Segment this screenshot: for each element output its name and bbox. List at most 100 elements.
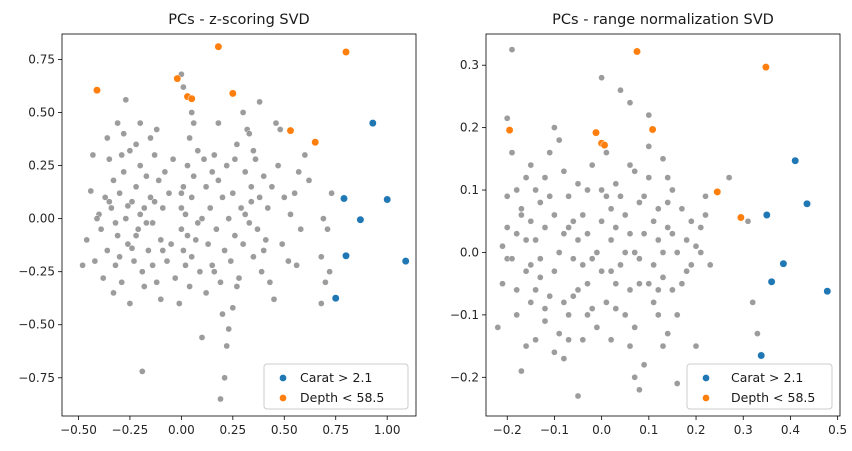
right-background-point: [612, 180, 620, 188]
left-background-point: [124, 240, 132, 248]
right-background-point: [631, 324, 639, 331]
right-point-depth: [505, 126, 514, 135]
left-background-point: [231, 232, 239, 239]
left-background-point: [105, 155, 113, 163]
right-background-point: [513, 311, 521, 319]
left-background-point: [132, 183, 140, 191]
left-background-point: [153, 126, 161, 133]
right-background-point: [607, 267, 615, 275]
left-background-point: [101, 194, 109, 201]
right-background-point: [494, 324, 502, 331]
right-scatter-panel: −0.2 −0.1 0.0 0.1 0.2 0.3 0.4 0.5 −0.2 −0.1 0.0 0.…: [450, 12, 847, 437]
right-background-point: [626, 161, 634, 169]
right-background-point: [617, 192, 624, 200]
left-background-point: [171, 274, 179, 282]
right-background-point: [569, 255, 577, 263]
left-background-point: [182, 211, 189, 218]
left-background-point: [210, 151, 218, 159]
right-background-point: [607, 205, 615, 213]
right-background-point: [598, 74, 605, 82]
right-x-tick-label: 0.0: [592, 423, 611, 437]
right-background-point: [683, 267, 690, 275]
right-background-point: [555, 249, 563, 256]
right-point-carat: [757, 351, 766, 360]
left-background-point: [322, 278, 329, 286]
left-point-carat: [340, 194, 348, 203]
left-x-tick-label: −0.25: [112, 423, 149, 437]
right-legend-marker-depth: [702, 394, 710, 402]
right-x-tick-label: 0.1: [639, 423, 658, 437]
right-legend: Carat > 2.1 Depth < 58.5: [686, 363, 833, 410]
left-scatter-panel: −0.50 −0.25 0.00 0.25 0.50 0.75 1.00 −0.75 −0.5…: [18, 12, 417, 437]
left-legend-label-carat: Carat > 2.1: [300, 370, 372, 385]
right-background-point: [687, 261, 695, 269]
left-point-depth: [93, 86, 101, 95]
left-background-point: [136, 211, 144, 218]
right-background-point: [626, 342, 634, 350]
left-x-tick-label: 0.50: [271, 423, 298, 437]
left-background-point: [250, 253, 257, 261]
left-y-tick-label: −0.25: [18, 265, 55, 279]
right-background-point: [551, 124, 558, 131]
left-background-point: [250, 147, 257, 155]
right-background-point: [687, 217, 695, 225]
right-background-point: [598, 186, 605, 194]
right-background-point: [664, 330, 672, 337]
right-background-point: [532, 336, 539, 344]
left-background-point: [217, 278, 224, 286]
right-background-point: [683, 236, 690, 244]
right-highlight-series: [505, 47, 832, 360]
right-background-point: [522, 267, 530, 275]
left-background-point: [317, 300, 325, 307]
left-legend-box: [263, 363, 409, 410]
left-background-point: [221, 374, 228, 382]
left-background-point: [120, 168, 128, 176]
left-point-carat: [342, 251, 350, 260]
left-chart-title: PCs - z-scoring SVD: [168, 12, 309, 28]
left-background-point: [178, 204, 185, 212]
right-point-depth: [648, 125, 657, 134]
left-background-point: [184, 232, 191, 239]
right-background-point: [640, 192, 648, 200]
right-background-point: [588, 161, 596, 169]
left-background-point: [114, 232, 121, 239]
right-background-point: [659, 155, 667, 163]
left-background-point: [136, 162, 144, 169]
right-background-point: [612, 305, 620, 312]
right-background-point: [725, 174, 733, 181]
right-background-point: [636, 255, 643, 263]
left-background-point: [245, 219, 253, 227]
right-background-point: [546, 149, 554, 156]
left-background-point: [120, 130, 128, 138]
left-point-carat: [401, 257, 410, 266]
right-x-tick-label: 0.4: [781, 423, 800, 437]
right-background-point: [565, 311, 572, 319]
left-highlight-series: [93, 42, 410, 303]
right-point-depth: [600, 141, 609, 150]
left-background-point: [87, 187, 95, 195]
right-background-point: [645, 280, 653, 288]
left-background-point: [182, 261, 189, 269]
left-background-point: [202, 289, 210, 297]
right-background-point: [654, 311, 662, 319]
left-background-point: [91, 257, 99, 265]
left-background-point: [266, 278, 274, 286]
right-background-point: [603, 299, 610, 306]
right-background-point: [692, 342, 700, 350]
left-background-point: [256, 98, 263, 106]
right-background-point: [645, 111, 653, 119]
left-background-point: [157, 295, 165, 303]
left-background-point: [110, 177, 117, 184]
left-background-point: [180, 83, 187, 91]
right-background-point: [541, 305, 549, 312]
right-background-point: [579, 336, 587, 344]
right-background-point: [669, 286, 676, 294]
left-point-depth: [342, 48, 350, 56]
right-background-point: [588, 305, 596, 312]
left-x-ticks: −0.50 −0.25 0.00 0.25 0.50 0.75 1.00: [60, 416, 401, 437]
left-background-point: [252, 155, 259, 163]
left-y-ticks: −0.75 −0.50 −0.25 0.00 0.25 0.50 0.75: [18, 52, 62, 385]
left-background-point: [103, 247, 111, 254]
right-background-point: [650, 299, 657, 306]
right-background-point: [508, 46, 516, 53]
